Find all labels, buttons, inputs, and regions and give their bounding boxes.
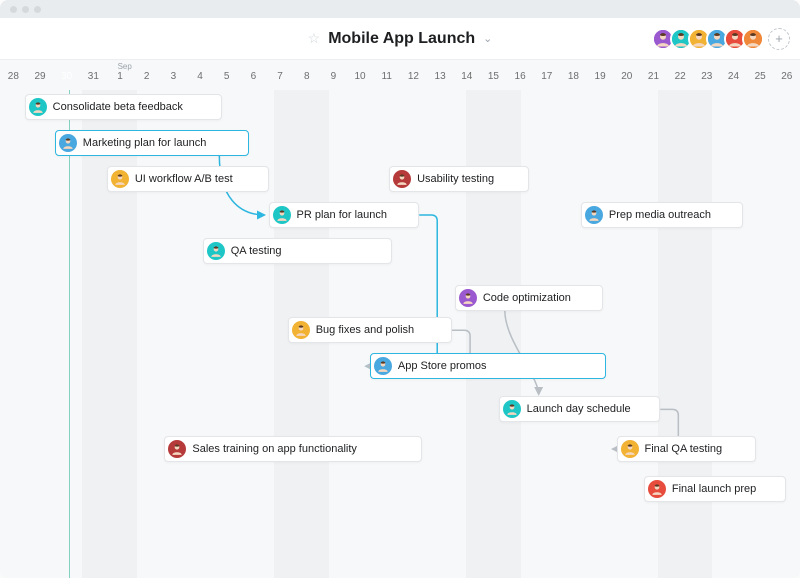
date-cell: 23 [693,60,720,90]
task-bar[interactable]: Marketing plan for launch [55,130,250,156]
page-header: ☆ Mobile App Launch ⌄ + [0,18,800,60]
today-line [69,90,70,578]
date-cell: 13 [427,60,454,90]
date-cell: 15 [480,60,507,90]
traffic-light-min[interactable] [22,6,29,13]
date-cell: 28 [0,60,27,90]
date-cell: 22 [667,60,694,90]
date-cell: 18 [560,60,587,90]
weekend-band [658,90,713,578]
date-cell: 17 [533,60,560,90]
date-cell: 5 [213,60,240,90]
date-cell: 24 [720,60,747,90]
date-cell: 21 [640,60,667,90]
star-icon[interactable]: ☆ [308,30,321,47]
task-bar[interactable]: App Store promos [370,353,606,379]
assignee-avatar [585,206,603,224]
task-bar[interactable]: UI workflow A/B test [107,166,269,192]
date-cell: 7 [267,60,294,90]
traffic-light-close[interactable] [10,6,17,13]
assignee-avatar [168,440,186,458]
task-label: UI workflow A/B test [135,173,233,185]
task-bar[interactable]: Consolidate beta feedback [25,94,222,120]
task-bar[interactable]: Sales training on app functionality [164,436,422,462]
task-bar[interactable]: PR plan for launch [269,202,420,228]
add-member-button[interactable]: + [768,28,790,50]
task-label: Code optimization [483,292,571,304]
task-label: Usability testing [417,173,494,185]
date-cell: 25 [747,60,774,90]
assignee-avatar [648,480,666,498]
date-cell: 2 [133,60,160,90]
date-cell: 19 [587,60,614,90]
task-label: QA testing [231,245,282,257]
title-group: ☆ Mobile App Launch ⌄ [308,30,493,48]
timeline[interactable]: 2829303112345678910111213141516171819202… [0,60,800,578]
assignee-avatar [374,357,392,375]
assignee-avatar [621,440,639,458]
date-cell: 12 [400,60,427,90]
date-cell: 29 [27,60,54,90]
assignee-avatar [393,170,411,188]
traffic-light-max[interactable] [34,6,41,13]
date-axis: 2829303112345678910111213141516171819202… [0,60,800,90]
task-bar[interactable]: QA testing [203,238,392,264]
task-label: Consolidate beta feedback [53,101,183,113]
assignee-avatar [503,400,521,418]
task-label: Marketing plan for launch [83,137,207,149]
date-cell: 8 [293,60,320,90]
task-bar[interactable]: Final QA testing [617,436,757,462]
date-cell: 6 [240,60,267,90]
task-label: PR plan for launch [297,209,388,221]
task-bar[interactable]: Usability testing [389,166,529,192]
date-cell: 30 [53,60,80,90]
assignee-avatar [59,134,77,152]
task-label: Bug fixes and polish [316,324,414,336]
task-label: Final launch prep [672,483,756,495]
task-label: Sales training on app functionality [192,443,357,455]
assignee-avatar [29,98,47,116]
weekend-band [82,90,137,578]
window-chrome [0,0,800,18]
task-bar[interactable]: Bug fixes and polish [288,317,452,343]
task-label: App Store promos [398,360,487,372]
month-label: Sep [118,62,132,71]
member-avatar[interactable] [742,28,764,50]
project-title: Mobile App Launch [328,30,475,48]
weekend-band [466,90,521,578]
member-avatars: + [656,28,790,50]
chevron-down-icon[interactable]: ⌄ [483,32,492,45]
task-bar[interactable]: Launch day schedule [499,396,661,422]
date-cell: 4 [187,60,214,90]
date-cell: 26 [773,60,800,90]
date-cell: 14 [453,60,480,90]
date-cell: 16 [507,60,534,90]
date-cell: 11 [373,60,400,90]
date-cell: 20 [613,60,640,90]
assignee-avatar [273,206,291,224]
date-cell: 9 [320,60,347,90]
assignee-avatar [292,321,310,339]
task-label: Prep media outreach [609,209,711,221]
task-label: Launch day schedule [527,403,631,415]
date-cell: 3 [160,60,187,90]
app-window: ☆ Mobile App Launch ⌄ + 2829303112345678… [0,0,800,578]
assignee-avatar [111,170,129,188]
task-bar[interactable]: Code optimization [455,285,603,311]
date-cell: 10 [347,60,374,90]
task-bar[interactable]: Final launch prep [644,476,786,502]
date-cell: 31 [80,60,107,90]
assignee-avatar [459,289,477,307]
task-label: Final QA testing [645,443,723,455]
task-bar[interactable]: Prep media outreach [581,202,743,228]
assignee-avatar [207,242,225,260]
